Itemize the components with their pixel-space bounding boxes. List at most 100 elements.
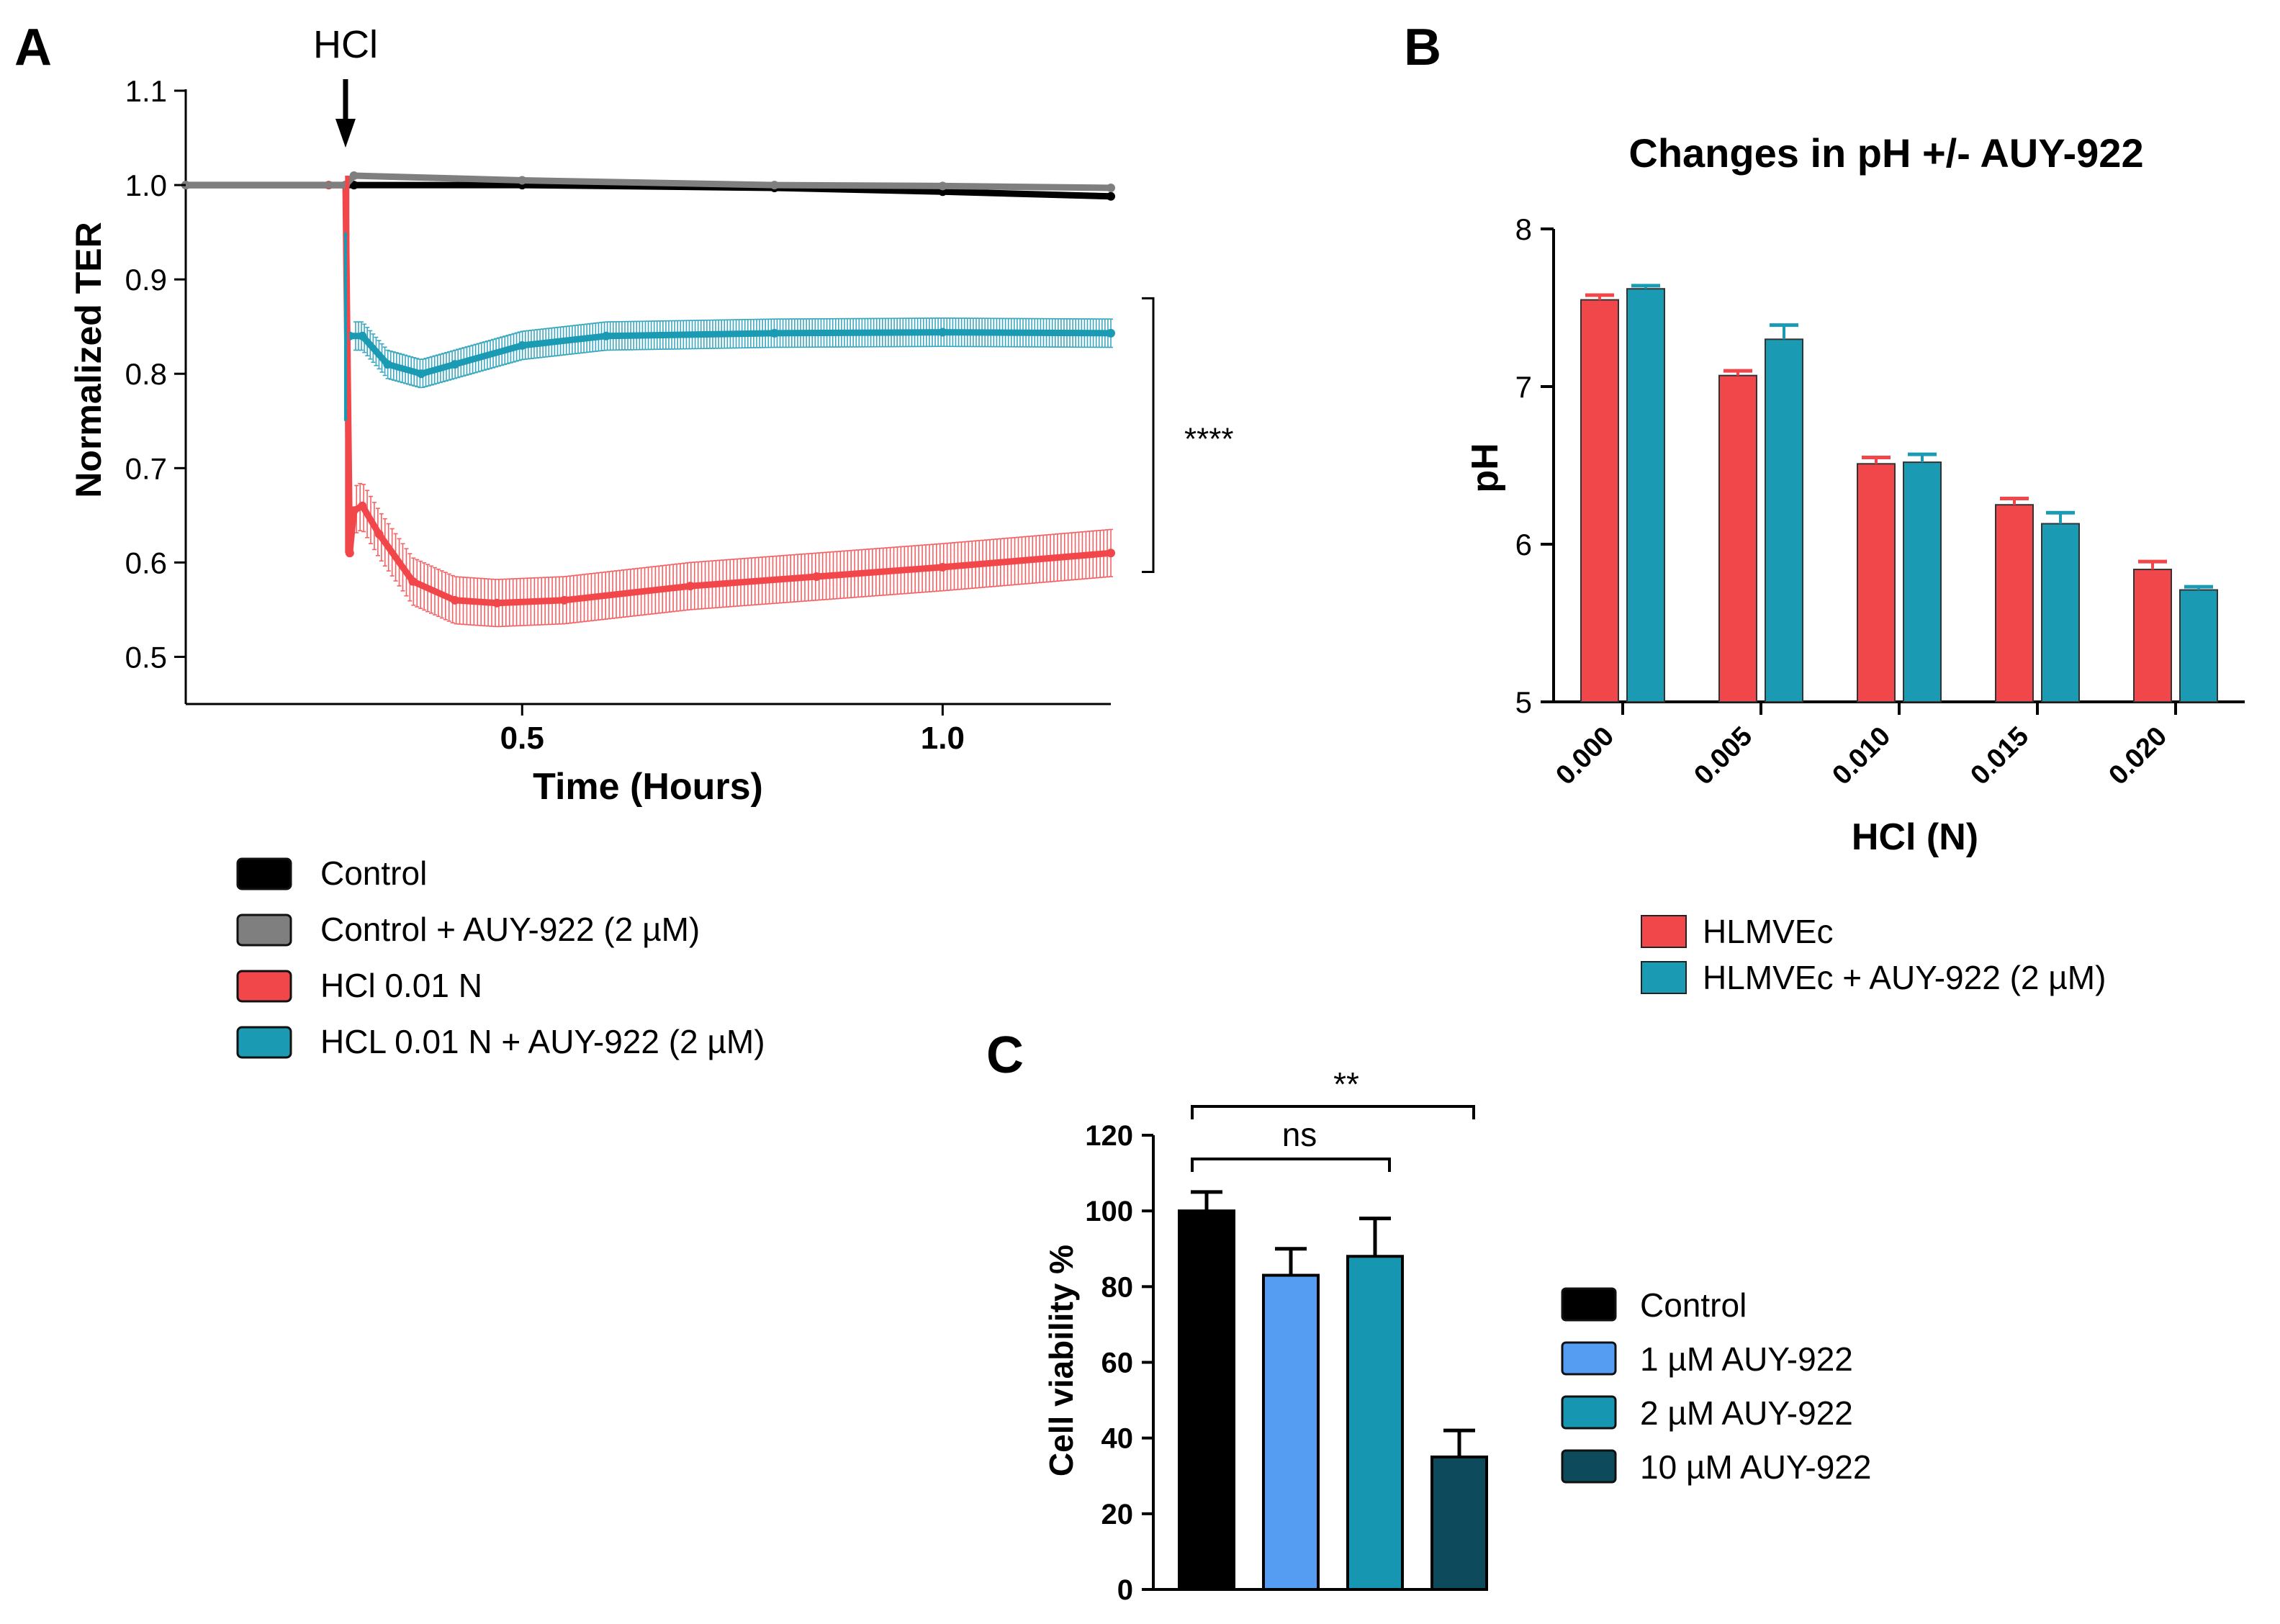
bar-teal bbox=[2179, 589, 2218, 703]
legend-swatch bbox=[1641, 961, 1687, 994]
legend-label: 10 µM AUY-922 bbox=[1640, 1448, 1871, 1486]
bar-red bbox=[1580, 299, 1619, 703]
y-tick-label: 8 bbox=[1515, 212, 1532, 246]
y-tick-label: 40 bbox=[1101, 1423, 1134, 1455]
bar-red bbox=[1718, 374, 1757, 703]
legend-label: Control bbox=[1640, 1286, 1747, 1324]
data-point bbox=[1107, 549, 1115, 558]
x-tick-label: 0.020 bbox=[2103, 721, 2173, 791]
line-teal bbox=[349, 329, 1112, 377]
data-point bbox=[450, 595, 459, 605]
bar-black bbox=[1178, 1209, 1235, 1591]
y-tick-label: 1.0 bbox=[125, 168, 167, 202]
data-point bbox=[374, 530, 384, 539]
legend-swatch bbox=[1641, 915, 1687, 948]
significance-bracket bbox=[1191, 1105, 1475, 1119]
bar-blue bbox=[1262, 1273, 1320, 1592]
panel-a-series bbox=[181, 171, 1115, 628]
data-point bbox=[1107, 328, 1115, 338]
data-point bbox=[408, 577, 418, 586]
panel-b-bars bbox=[1580, 284, 2218, 703]
data-point bbox=[349, 171, 359, 180]
error-bars-red bbox=[354, 482, 1113, 628]
panel-a-legend: Control Control + AUY-922 (2 µM) HCl 0.01 … bbox=[236, 854, 765, 1060]
legend-label: 1 µM AUY-922 bbox=[1640, 1340, 1853, 1378]
y-tick-label: 0.6 bbox=[125, 546, 167, 579]
bar-red bbox=[1995, 504, 2034, 703]
panel-c-significance: ns ** bbox=[1191, 1065, 1475, 1172]
legend-swatch bbox=[1561, 1395, 1617, 1430]
panel-a-letter: A bbox=[14, 19, 52, 76]
x-tick-label: 0.5 bbox=[500, 721, 544, 756]
y-tick-label: 0.9 bbox=[125, 263, 167, 297]
significance-label: ** bbox=[1333, 1065, 1359, 1103]
legend-swatch bbox=[236, 970, 292, 1003]
panel-b-title: Changes in pH +/- AUY-922 bbox=[1628, 130, 2143, 176]
panel-c-letter: C bbox=[986, 1027, 1024, 1084]
data-point bbox=[349, 506, 359, 515]
data-point bbox=[812, 572, 821, 582]
legend-swatch bbox=[236, 1026, 292, 1059]
series-red bbox=[181, 181, 1115, 628]
data-point bbox=[450, 360, 459, 369]
bar-dark_teal bbox=[1430, 1455, 1488, 1592]
y-tick-label: 100 bbox=[1085, 1196, 1133, 1227]
bar-teal bbox=[1765, 338, 1803, 703]
panel-c-legend: Control 1 µM AUY-922 2 µM AUY-922 10 µM AUY… bbox=[1561, 1286, 1871, 1486]
panel-a-ticks: 0.5 0.6 0.7 0.8 0.9 1.0 1.1 0.5 1.0 bbox=[125, 74, 965, 756]
bar-teal2 bbox=[1346, 1255, 1404, 1592]
data-point bbox=[518, 340, 527, 350]
panel-b-x-axis-label: HCl (N) bbox=[1852, 816, 1978, 858]
hcl-arrow-head bbox=[335, 119, 356, 148]
legend-swatch bbox=[236, 914, 292, 947]
y-tick-label: 80 bbox=[1101, 1271, 1134, 1303]
bar-teal bbox=[1903, 461, 1942, 703]
y-tick-label: 0 bbox=[1117, 1574, 1133, 1606]
panel-a-x-axis-label: Time (Hours) bbox=[533, 766, 763, 808]
significance-label: ns bbox=[1282, 1116, 1317, 1153]
line-red bbox=[186, 181, 1112, 607]
hcl-arrow-label: HCl bbox=[313, 23, 378, 66]
legend-label: HCl 0.01 N bbox=[320, 967, 482, 1004]
legend-label: HLMVEc + AUY-922 (2 µM) bbox=[1703, 959, 2106, 996]
y-tick-label: 60 bbox=[1101, 1348, 1134, 1379]
data-point bbox=[358, 331, 367, 340]
panel-a-y-axis-label: Normalized TER bbox=[68, 222, 109, 497]
legend-label: 2 µM AUY-922 bbox=[1640, 1394, 1853, 1432]
significance-label: **** bbox=[1184, 421, 1234, 456]
series-teal bbox=[345, 317, 1115, 389]
x-tick-label: 0.000 bbox=[1550, 721, 1620, 791]
data-point bbox=[1107, 191, 1115, 201]
hcl-arrow-annotation: HCl bbox=[313, 23, 378, 148]
legend-label: HLMVEc bbox=[1703, 913, 1833, 950]
data-point bbox=[559, 595, 569, 605]
x-tick-label: 0.005 bbox=[1688, 721, 1758, 791]
panel-c-ticks: 0 20 40 60 80 100 120 bbox=[1085, 1120, 1153, 1606]
bar-red bbox=[1857, 463, 1896, 703]
y-tick-label: 0.7 bbox=[125, 451, 167, 485]
bar-teal bbox=[1626, 288, 1665, 703]
x-tick-label: 0.010 bbox=[1826, 721, 1896, 791]
legend-swatch bbox=[1561, 1341, 1617, 1376]
data-point bbox=[383, 360, 392, 369]
data-point bbox=[938, 562, 947, 572]
data-point bbox=[938, 181, 947, 191]
panel-a-axes bbox=[184, 89, 1111, 705]
panel-b-legend: HLMVEc HLMVEc + AUY-922 (2 µM) bbox=[1641, 913, 2106, 996]
y-tick-label: 0.8 bbox=[125, 357, 167, 391]
panel-b-y-axis-label: pH bbox=[1464, 443, 1506, 492]
y-tick-label: 120 bbox=[1085, 1120, 1133, 1152]
legend-label: Control bbox=[320, 854, 427, 892]
significance-bracket bbox=[1191, 1158, 1391, 1172]
panel-a: A 0.5 0.6 0.7 0.8 0.9 1.0 1.1 0.5 1.0 Time (Hour… bbox=[14, 19, 1234, 1060]
data-point bbox=[518, 176, 527, 185]
y-tick-label: 0.5 bbox=[125, 640, 167, 674]
y-tick-label: 5 bbox=[1515, 685, 1532, 719]
legend-swatch bbox=[236, 857, 292, 890]
data-point bbox=[938, 328, 947, 337]
legend-swatch bbox=[1561, 1287, 1617, 1322]
y-tick-label: 20 bbox=[1101, 1499, 1134, 1530]
data-point bbox=[1107, 184, 1115, 193]
